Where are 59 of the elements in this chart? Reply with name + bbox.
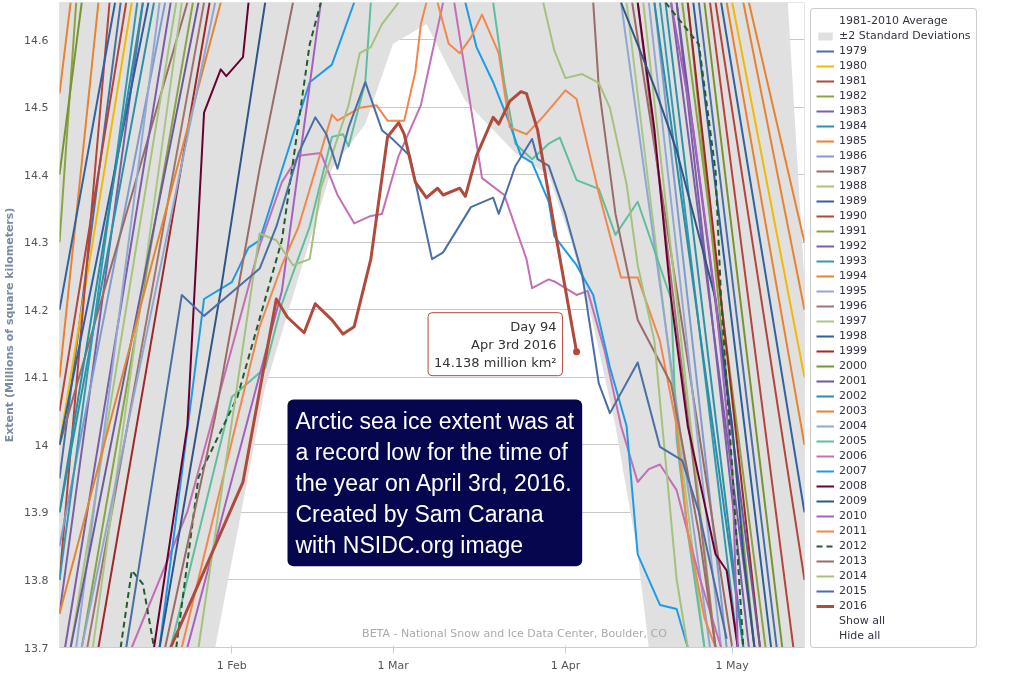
legend-label: 2000: [839, 359, 867, 372]
text: Hide all: [839, 629, 881, 642]
legend-label: 1988: [839, 179, 867, 192]
y-tick-label: 14.4: [24, 168, 49, 182]
y-tick-label: 14.5: [24, 101, 49, 115]
legend-label: 2014: [839, 569, 867, 582]
legend-label: 2011: [839, 524, 867, 537]
legend-label: 2004: [839, 419, 867, 432]
legend-label: 2009: [839, 494, 867, 507]
x-tick-label: 1 May: [715, 658, 750, 672]
y-tick-label: 14: [34, 438, 49, 452]
legend-label: 1982: [839, 89, 867, 102]
x-tick-label: 1 Apr: [550, 658, 581, 672]
legend-label: 2016: [839, 599, 867, 612]
legend-label: 1989: [839, 194, 867, 207]
y-tick-label: 13.9: [24, 506, 49, 520]
legend-label: 2003: [839, 404, 867, 417]
annotation: Arctic sea ice extent was at a record low for the time of the year on April 3rd, 2016. Created by Sam Carana with NSIDC.org image: [294, 407, 575, 559]
legend-label: 2006: [839, 449, 867, 462]
y-tick-label: 14.6: [24, 33, 49, 47]
text: Show all: [839, 614, 886, 627]
legend-label: 1998: [839, 329, 867, 342]
legend-label: 2007: [839, 464, 867, 477]
y-tick-label: 14.3: [24, 236, 49, 250]
legend-label: 1991: [839, 224, 867, 237]
legend-label: 1997: [839, 314, 867, 327]
y-tick-label: 13.7: [24, 641, 49, 655]
legend-label: 1999: [839, 344, 867, 357]
legend-label: 1983: [839, 104, 867, 117]
legend-label: 1996: [839, 299, 867, 312]
legend-label: 1987: [839, 164, 867, 177]
legend-label: 2008: [839, 479, 867, 492]
y-tick-label: 14.1: [24, 371, 49, 385]
x-tick-label: 1 Mar: [377, 658, 410, 672]
legend-label: 1986: [839, 149, 867, 162]
legend-label: 2001: [839, 374, 867, 387]
legend-label: 1981: [839, 74, 867, 87]
legend-label: 1979: [839, 44, 867, 57]
legend-label: 1993: [839, 254, 867, 267]
legend-label: 2013: [839, 554, 867, 567]
annotation: Day 94 Apr 3rd 2016 14.138 million km²: [434, 318, 557, 370]
legend-label: 1981-2010 Average: [839, 14, 948, 27]
legend-label: 1984: [839, 119, 867, 132]
legend-label: 2012: [839, 539, 867, 552]
legend-label: 1994: [839, 269, 867, 282]
legend-label: 1980: [839, 59, 867, 72]
legend-label: 2010: [839, 509, 867, 522]
legend-label: 1992: [839, 239, 867, 252]
legend-label: 1990: [839, 209, 867, 222]
x-tick-label: 1 Feb: [216, 658, 247, 672]
legend-label: ±2 Standard Deviations: [839, 29, 971, 42]
legend-label: 1985: [839, 134, 867, 147]
y-axis-title: Extent (Millions of square kilometers): [3, 207, 17, 443]
legend-label: 1995: [839, 284, 867, 297]
legend-label: 2015: [839, 584, 867, 597]
legend-label: 2005: [839, 434, 867, 447]
y-tick-label: 14.2: [24, 303, 49, 317]
y-tick-label: 13.8: [24, 573, 49, 587]
legend-label: 2002: [839, 389, 867, 402]
